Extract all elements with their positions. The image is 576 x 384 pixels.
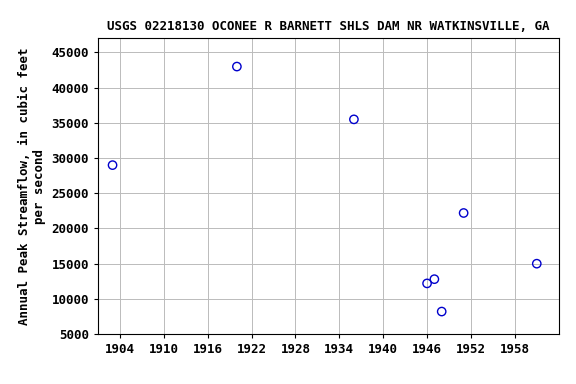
Point (430, 276, 439, 282)
Y-axis label: Annual Peak Streamflow, in cubic feet
per second: Annual Peak Streamflow, in cubic feet pe… (18, 48, 46, 325)
Title: USGS 02218130 OCONEE R BARNETT SHLS DAM NR WATKINSVILLE, GA: USGS 02218130 OCONEE R BARNETT SHLS DAM … (107, 20, 550, 33)
Point (232, 63, 241, 70)
Point (108, 162, 117, 168)
Point (459, 210, 468, 216)
Point (532, 261, 541, 267)
Point (422, 280, 431, 286)
Point (437, 308, 446, 314)
Point (349, 116, 358, 122)
